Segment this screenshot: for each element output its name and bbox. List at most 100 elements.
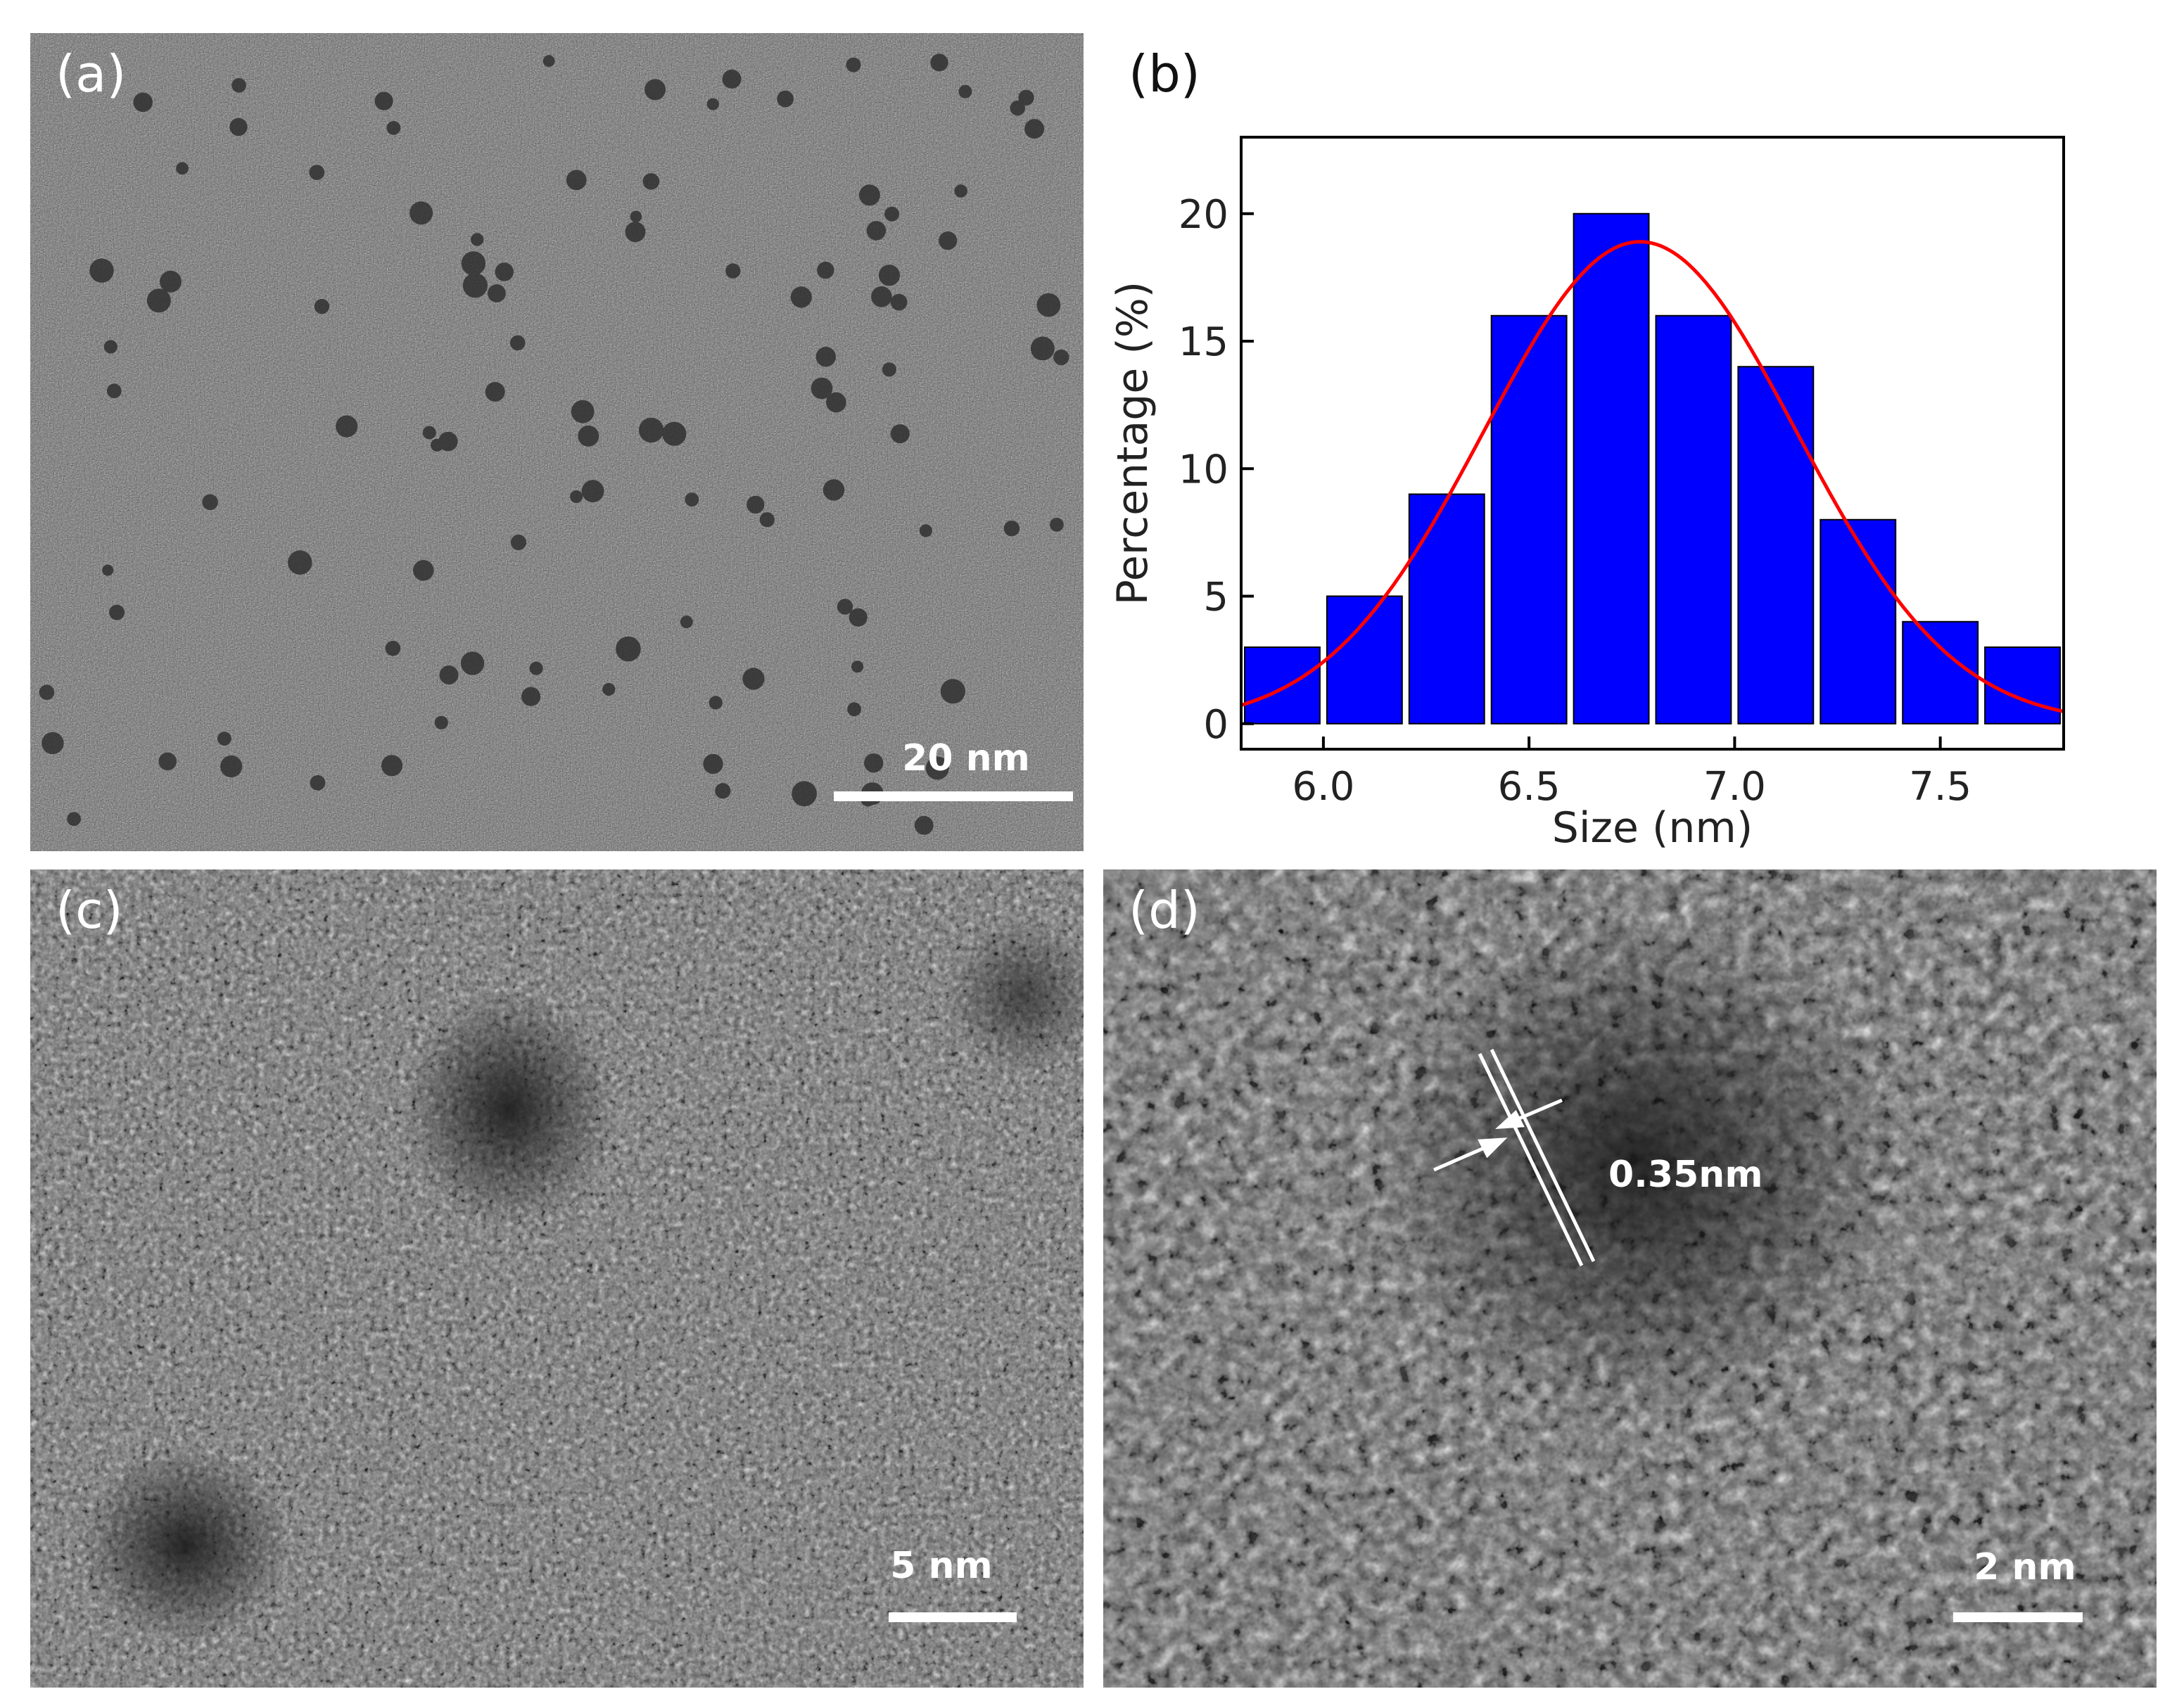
- nanoparticle-dot: [571, 400, 595, 423]
- nanoparticle-dot: [1018, 89, 1034, 106]
- nanoparticle-dot: [884, 206, 900, 222]
- nanoparticle-dot: [288, 550, 312, 575]
- gaussian-fit-curve: [1240, 240, 2064, 713]
- scale-bar-c: [889, 1612, 1017, 1622]
- nanoparticle-dot: [858, 184, 880, 206]
- nanoparticle-dot: [495, 262, 514, 281]
- nanoparticle-dot: [815, 347, 837, 367]
- nanoparticle-dot: [837, 599, 853, 615]
- nanoparticle-dot: [777, 90, 794, 108]
- nanoparticle-dot: [462, 273, 488, 298]
- nanoparticle-dot: [314, 298, 330, 314]
- nanoparticle-dot: [811, 377, 833, 400]
- nanoparticle-dot: [890, 293, 908, 311]
- y-tick-label: 0: [1203, 702, 1228, 748]
- scale-bar-label-a: 20 nm: [902, 737, 1030, 779]
- nanoparticle-dot: [866, 221, 887, 241]
- nanoparticle-dot: [229, 117, 248, 136]
- nanoparticle-dot: [792, 781, 817, 807]
- plot-frame: [1240, 136, 2065, 751]
- histogram-bar: [1984, 646, 2061, 725]
- tem-texture-d: [1103, 869, 2157, 1688]
- nanoparticle-dot: [310, 775, 326, 791]
- nanoparticle-dot: [106, 383, 122, 399]
- nanoparticle-dot: [158, 752, 177, 771]
- y-tick-label: 20: [1179, 192, 1228, 238]
- nanoparticle-dot: [1030, 336, 1055, 361]
- nanoparticle-dot: [715, 783, 731, 799]
- nanoparticle-dot: [217, 732, 231, 746]
- nanoparticle-dot: [510, 534, 527, 551]
- nanoparticle-dot: [220, 755, 243, 778]
- nanoparticle-dot: [570, 490, 583, 503]
- nanoparticle-dot: [374, 91, 393, 110]
- histogram-bar: [1244, 646, 1321, 725]
- panel-label-a: (a): [56, 44, 127, 103]
- scale-bar-d: [1953, 1612, 2083, 1622]
- nanoparticle-c2: [80, 1446, 291, 1643]
- nanoparticle-dot: [109, 604, 125, 620]
- x-tick-label: 7.0: [1703, 764, 1766, 810]
- nanoparticle-dot: [1010, 100, 1026, 116]
- nanoparticle-dot: [890, 424, 910, 444]
- nanoparticle-dot: [103, 340, 118, 354]
- nanoparticle-dot: [958, 84, 972, 98]
- nanoparticle-dot: [488, 284, 506, 302]
- nanoparticle-dot: [759, 512, 775, 528]
- nanoparticle-dot: [485, 382, 505, 402]
- scale-bar-label-c: 5 nm: [890, 1545, 993, 1587]
- nanoparticle-c1: [403, 989, 614, 1228]
- histogram-bar: [1902, 620, 1979, 725]
- nanoparticle-dot: [578, 425, 599, 447]
- nanoparticle-dot: [602, 682, 616, 696]
- nanoparticle-dot: [42, 732, 64, 755]
- nanoparticle-dot: [202, 494, 218, 511]
- nanoparticle-dot: [790, 286, 812, 308]
- histogram-bar: [1408, 493, 1485, 725]
- nanoparticle-dot: [434, 715, 448, 729]
- nanoparticle-dot: [709, 696, 723, 710]
- size-histogram-panel: (b) 6.0 6.5 7.0 7.5 0 5 10 15 20 Size (nm) Percent…: [1103, 33, 2157, 851]
- nanoparticle-dot: [680, 616, 693, 629]
- nanoparticle-dot: [826, 392, 846, 413]
- nanoparticle-dot: [471, 233, 484, 246]
- tem-image-c: (c) 5 nm: [30, 869, 1084, 1688]
- x-axis-label: Size (nm): [1552, 803, 1753, 851]
- lattice-spacing-label: 0.35nm: [1608, 1154, 1763, 1196]
- nanoparticle-dot: [102, 564, 114, 576]
- nanoparticle-dot: [642, 173, 660, 190]
- nanoparticle-dot: [703, 753, 723, 775]
- nanoparticle-dot: [67, 812, 81, 827]
- panel-label-d: (d): [1129, 881, 1200, 940]
- nanoparticle-dot: [630, 210, 642, 223]
- x-tick-label: 6.0: [1292, 764, 1354, 810]
- nanoparticle-dot: [542, 55, 555, 68]
- nanoparticle-dot: [846, 57, 861, 72]
- scale-bar-a: [834, 791, 1073, 801]
- nanoparticle-dot: [529, 661, 543, 675]
- nanoparticle-dot: [509, 335, 526, 351]
- x-tick-label: 7.5: [1909, 764, 1971, 810]
- nanoparticle-dot: [954, 184, 967, 198]
- nanoparticle-dot: [662, 421, 687, 446]
- histogram-bar: [1737, 366, 1815, 725]
- nanoparticle-dot: [851, 661, 864, 673]
- nanoparticle-c3: [945, 919, 1084, 1073]
- nanoparticle-dot: [747, 495, 765, 514]
- nanoparticle-dot: [385, 640, 401, 656]
- nanoparticle-dot: [309, 165, 325, 180]
- histogram-bar: [1655, 314, 1732, 725]
- nanoparticle-dot: [1036, 293, 1061, 317]
- nanoparticle-dot: [39, 684, 55, 700]
- nanoparticle-dot: [1003, 521, 1020, 537]
- nanoparticle-dot: [878, 265, 900, 286]
- nanoparticle-dot: [685, 492, 699, 506]
- panel-label-b: (b): [1129, 44, 1200, 103]
- nanoparticle-dot: [725, 263, 741, 279]
- nanoparticle-dot: [461, 251, 486, 276]
- nanoparticle-dot: [231, 78, 246, 93]
- histogram-bar: [1490, 314, 1568, 725]
- nanoparticle-dot: [925, 756, 949, 780]
- nanoparticle-dot: [89, 258, 114, 283]
- nanoparticle-dot: [882, 362, 896, 377]
